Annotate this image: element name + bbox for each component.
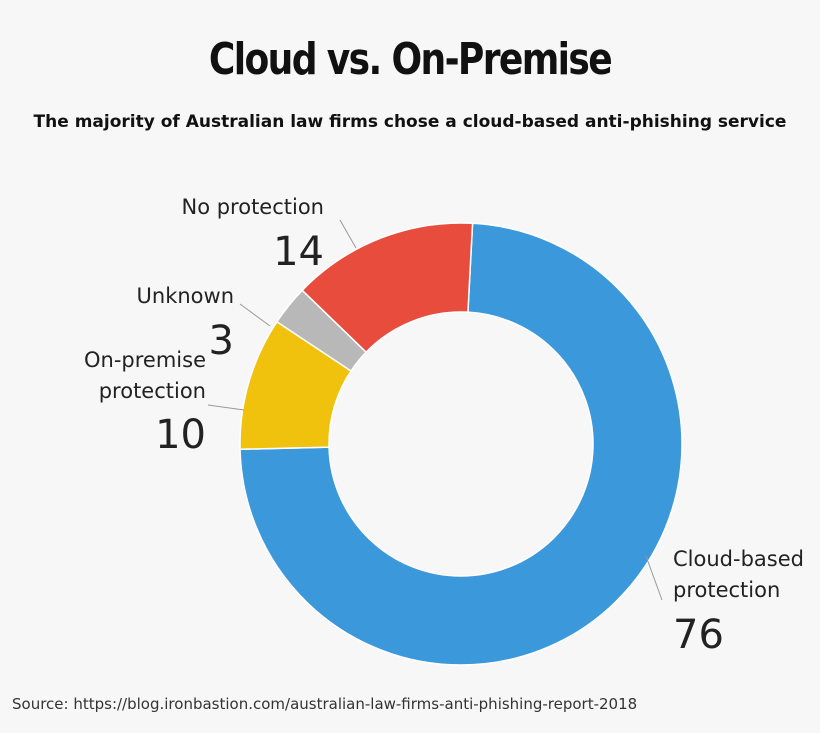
value-unknown: 3 xyxy=(209,318,234,364)
value-on-premise: 10 xyxy=(155,412,206,458)
slice-cloud-based xyxy=(239,222,683,666)
value-no-protection: 14 xyxy=(273,229,324,275)
label-no-protection: No protection xyxy=(181,195,324,219)
chart-title: Cloud vs. On-Premise xyxy=(208,34,613,85)
value-cloud-based: 76 xyxy=(673,612,724,658)
label-on-premise: On-premise protection xyxy=(84,348,206,403)
source-note: Source: https://blog.ironbastion.com/aus… xyxy=(12,695,638,713)
label-cloud-based: Cloud-based protection xyxy=(673,547,804,602)
leader-on-premise xyxy=(207,404,245,411)
leader-unknown xyxy=(239,303,271,327)
leader-cloud-based xyxy=(645,555,663,601)
slice-no-protection xyxy=(301,222,474,354)
label-unknown: Unknown xyxy=(137,284,234,308)
donut-slices xyxy=(239,222,683,666)
leader-no-protection xyxy=(339,219,357,249)
chart-subtitle: The majority of Australian law firms cho… xyxy=(33,112,787,132)
leader-lines xyxy=(207,219,663,601)
